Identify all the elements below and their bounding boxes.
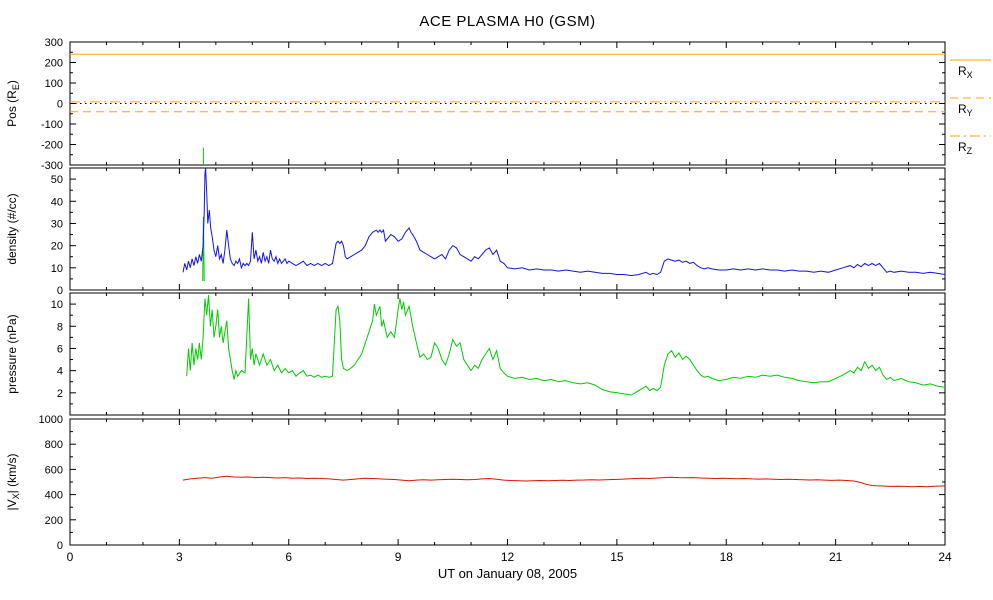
series-vx <box>182 475 945 488</box>
y-tick-label: -300 <box>41 160 63 172</box>
panel-density: 0 10 20 30 40 50 density (#/cc) <box>5 167 946 297</box>
panel-velocity: 0 200 400 600 800 1000 0 3 6 9 12 15 18 21 24 |VX| (km/… <box>5 414 952 564</box>
y-tick-label: 200 <box>45 515 63 527</box>
y-tick-label: 40 <box>51 196 63 208</box>
y-tick-label: 10 <box>51 299 63 311</box>
y-tick-label: 300 <box>45 37 63 49</box>
series-pressure <box>186 295 945 396</box>
y-tick-label: 20 <box>51 241 63 253</box>
y-tick-label: -200 <box>41 140 63 152</box>
y-tick-label: 6 <box>57 343 63 355</box>
panel-pressure: 2 4 6 8 10 pressure (nPa) <box>5 292 946 416</box>
x-tick-label: 24 <box>938 550 952 564</box>
x-tick-label: 15 <box>610 550 624 564</box>
x-tick-label: 0 <box>67 550 74 564</box>
x-tick-label: 6 <box>285 550 292 564</box>
x-axis-label: UT on January 08, 2005 <box>437 566 578 581</box>
legend-label: RY <box>958 102 973 118</box>
y-tick-label: 4 <box>57 366 63 378</box>
y-axis-label-pressure: pressure (nPa) <box>5 314 19 393</box>
x-tick-label: 12 <box>501 550 515 564</box>
y-tick-label: 0 <box>57 540 63 552</box>
y-tick-label: 2 <box>57 388 63 400</box>
series-density <box>182 168 945 277</box>
y-tick-label: 1000 <box>39 414 63 426</box>
chart-title: ACE PLASMA H0 (GSM) <box>419 13 596 30</box>
series-artifact-spike <box>202 216 205 282</box>
y-tick-label: 8 <box>57 321 63 333</box>
x-tick-label: 9 <box>395 550 402 564</box>
y-axis-label-velocity: |VX| (km/s) <box>5 454 21 511</box>
y-tick-label: 400 <box>45 490 63 502</box>
y-tick-label: 800 <box>45 439 63 451</box>
y-tick-label: 0 <box>57 285 63 297</box>
x-tick-label: 18 <box>720 550 734 564</box>
panel-position: -300 -200 -100 0 100 200 300 Pos (RE) RX RY RZ <box>5 37 991 172</box>
y-tick-label: 10 <box>51 263 63 275</box>
x-tick-label: 3 <box>176 550 183 564</box>
y-tick-label: 100 <box>45 78 63 90</box>
y-tick-label: 200 <box>45 58 63 70</box>
y-tick-label: 0 <box>57 99 63 111</box>
y-tick-label: -100 <box>41 119 63 131</box>
y-tick-label: 600 <box>45 464 63 476</box>
legend-label: RX <box>958 64 973 80</box>
x-tick-label: 21 <box>829 550 843 564</box>
y-tick-label: 30 <box>51 218 63 230</box>
y-tick-label: 50 <box>51 174 63 186</box>
y-axis-label-density: density (#/cc) <box>5 193 19 264</box>
y-axis-label-position: Pos (RE) <box>5 80 21 127</box>
legend-label: RZ <box>958 140 973 156</box>
